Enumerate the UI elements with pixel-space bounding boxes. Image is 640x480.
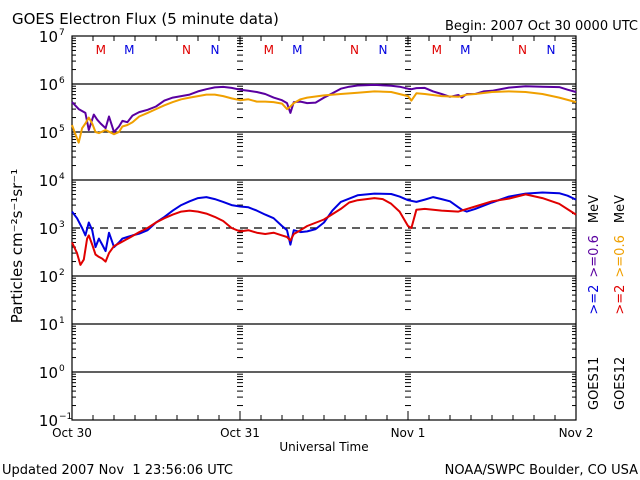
legend-lo-channel: >=0.6 xyxy=(613,235,628,277)
begin-label: Begin: 2007 Oct 30 0000 UTC xyxy=(445,19,638,34)
y-tick-exponent: 1 xyxy=(59,316,65,326)
plot-area xyxy=(71,35,577,421)
series-line xyxy=(71,193,577,266)
legend-satellite: GOES12 xyxy=(613,357,628,410)
series-line xyxy=(71,191,577,253)
x-tick-label: Nov 2 xyxy=(559,426,594,440)
y-tick-base: 10 xyxy=(39,316,58,334)
annotation-marker: M xyxy=(292,43,302,57)
annotation-marker: M xyxy=(96,43,106,57)
y-tick-base: 10 xyxy=(39,412,58,430)
y-tick-exponent: 6 xyxy=(59,76,65,86)
series-lines xyxy=(71,83,577,266)
updated-timestamp: Updated 2007 Nov 1 23:56:06 UTC xyxy=(2,463,233,478)
x-tick-label: Oct 30 xyxy=(52,426,92,440)
y-tick-exponent: 2 xyxy=(59,268,65,278)
y-tick-exponent: 0 xyxy=(59,364,65,374)
y-tick-base: 10 xyxy=(39,220,58,238)
y-tick-label: 10 −1 xyxy=(39,412,72,430)
annotation-marker: M xyxy=(264,43,274,57)
annotation-marker: N xyxy=(350,43,359,57)
x-tick-label: Nov 1 xyxy=(391,426,426,440)
annotation-marker: M xyxy=(460,43,470,57)
chart-title: GOES Electron Flux (5 minute data) xyxy=(12,10,279,28)
x-tick-label: Oct 31 xyxy=(220,426,260,440)
series-line xyxy=(71,90,577,144)
y-tick-base: 10 xyxy=(39,124,58,142)
y-tick-label: 10 4 xyxy=(39,172,65,190)
y-tick-label: 10 0 xyxy=(39,364,65,382)
legend-entry: GOES11 >=2 >=0.6 MeV xyxy=(587,195,602,410)
x-axis-label: Universal Time xyxy=(279,440,368,454)
y-axis-label: Particles cm⁻²s⁻¹sr⁻¹ xyxy=(8,169,26,323)
y-tick-exponent: 5 xyxy=(59,124,65,134)
legend-lo-channel: >=0.6 xyxy=(587,235,602,277)
legend-hi-channel: >=2 xyxy=(613,285,628,315)
y-tick-base: 10 xyxy=(39,172,58,190)
y-tick-base: 10 xyxy=(39,364,58,382)
annotation-marker: N xyxy=(518,43,527,57)
y-tick-exponent: 4 xyxy=(59,172,65,182)
y-tick-label: 10 3 xyxy=(39,220,65,238)
annotation-marker: N xyxy=(379,43,388,57)
y-tick-label: 10 5 xyxy=(39,124,65,142)
annotation-marker: N xyxy=(547,43,556,57)
credit-label: NOAA/SWPC Boulder, CO USA xyxy=(445,463,638,478)
legend-satellite: GOES11 xyxy=(587,357,602,410)
legend-unit: MeV xyxy=(613,195,628,223)
y-tick-exponent: 3 xyxy=(59,220,65,230)
y-tick-base: 10 xyxy=(39,76,58,94)
annotation-marker: M xyxy=(432,43,442,57)
legend-unit: MeV xyxy=(587,195,602,223)
legend-entry: GOES12 >=2 >=0.6 MeV xyxy=(613,195,628,410)
annotation-marker: N xyxy=(211,43,220,57)
y-tick-label: 10 6 xyxy=(39,76,65,94)
y-tick-exponent: −1 xyxy=(59,412,72,422)
legend-hi-channel: >=2 xyxy=(587,285,602,315)
x-tick-labels: Oct 30 Oct 31 Nov 1 Nov 2 xyxy=(52,426,593,440)
y-tick-label: 10 2 xyxy=(39,268,65,286)
y-tick-base: 10 xyxy=(39,268,58,286)
y-tick-exponent: 7 xyxy=(59,28,65,38)
annotation-marker: N xyxy=(182,43,191,57)
y-tick-label: 10 7 xyxy=(39,28,65,46)
y-tick-base: 10 xyxy=(39,28,58,46)
y-tick-label: 10 1 xyxy=(39,316,65,334)
legend: GOES11 >=2 >=0.6 MeV GOES12 >=2 >=0.6 MeV xyxy=(587,195,628,410)
annotation-marker: M xyxy=(124,43,134,57)
